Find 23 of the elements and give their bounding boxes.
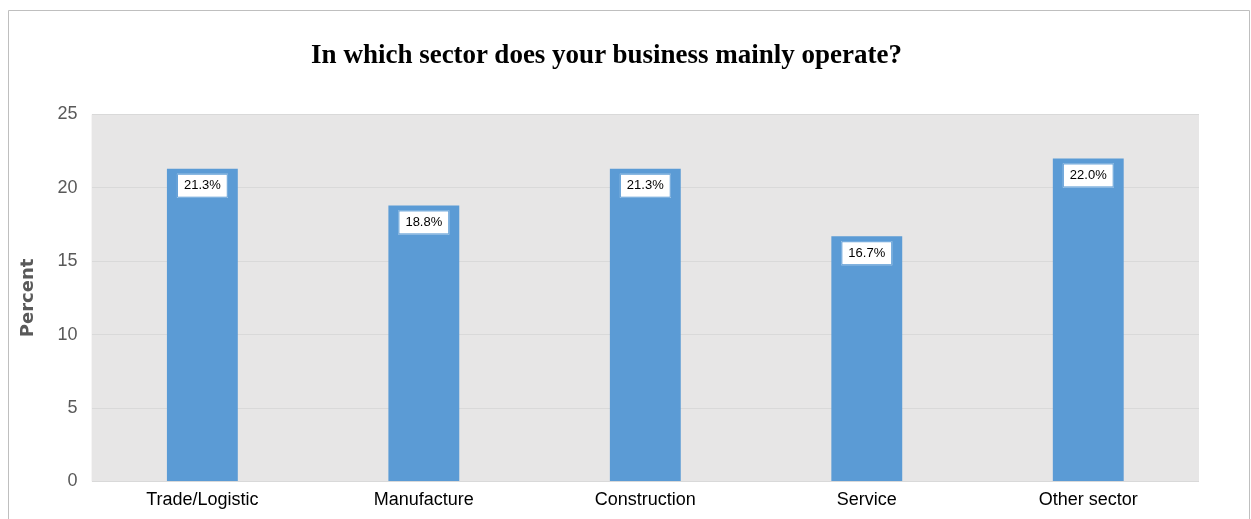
- x-tick-label: Service: [836, 489, 897, 510]
- bar: [831, 236, 903, 481]
- data-label: 16.7%: [848, 244, 886, 260]
- x-tick-label: Construction: [594, 489, 696, 510]
- data-label: 21.3%: [626, 177, 665, 193]
- data-label: 18.8%: [405, 213, 443, 229]
- y-tick-label: 25: [57, 103, 78, 124]
- bar: [388, 205, 460, 481]
- data-label: 22.0%: [1069, 167, 1108, 183]
- y-axis-title: Percent: [16, 258, 38, 338]
- x-tick-label: Other sector: [1038, 489, 1138, 510]
- x-tick-label: Trade/Logistic: [146, 489, 259, 510]
- bar: [166, 168, 238, 481]
- chart-title: In which sector does your business mainly operate?: [311, 39, 902, 70]
- y-tick-label: 20: [57, 176, 78, 197]
- y-tick-label: 10: [57, 323, 78, 344]
- y-tick-label: 5: [67, 396, 78, 417]
- x-tick-label: Manufacture: [373, 489, 474, 510]
- y-tick-label: 0: [67, 470, 78, 491]
- bar: [609, 168, 681, 481]
- y-tick-label: 15: [57, 250, 78, 271]
- data-label: 21.3%: [183, 177, 222, 193]
- bar: [1052, 158, 1124, 481]
